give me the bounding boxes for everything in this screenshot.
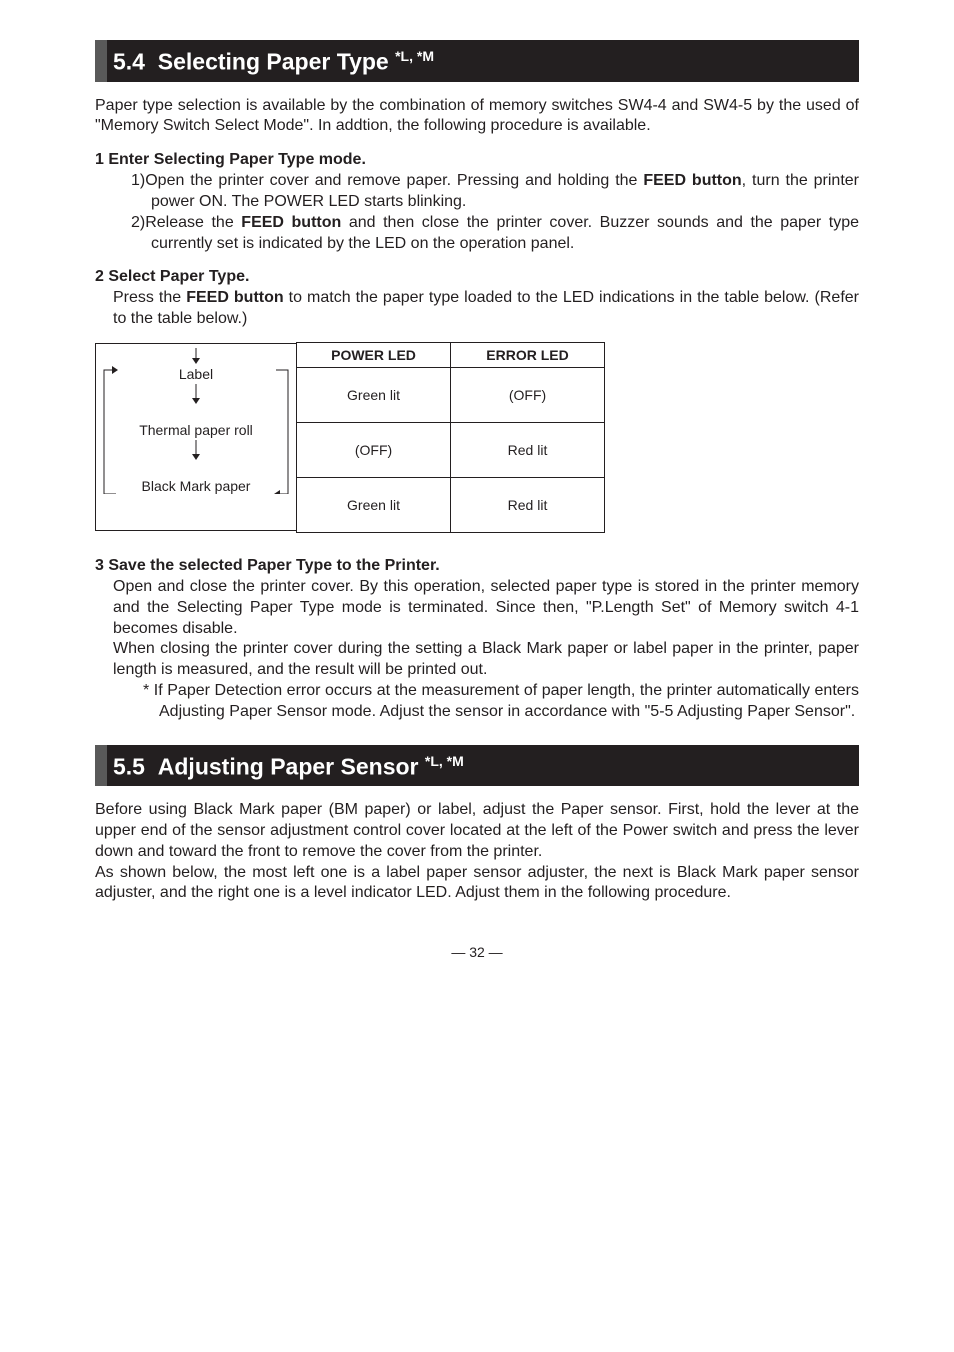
step1-title: 1 Enter Selecting Paper Type mode.: [95, 151, 859, 169]
flow-bm: Black Mark paper: [96, 478, 296, 494]
cell-r2-error: Red lit: [451, 423, 605, 478]
cell-r1-error: (OFF): [451, 368, 605, 423]
th-error: ERROR LED: [451, 343, 605, 368]
arrow-down-icon: [191, 440, 201, 460]
page-number: — 32 —: [95, 944, 859, 960]
step1-b-bold: FEED button: [241, 214, 341, 231]
step1-b-pre: 2)Release the: [131, 214, 241, 231]
step2-text: Press the FEED button to match the paper…: [95, 288, 859, 330]
step2-pre: Press the: [113, 289, 186, 306]
th-power: POWER LED: [297, 343, 451, 368]
step1-b: 2)Release the FEED button and then close…: [95, 213, 859, 255]
step1-a-bold: FEED button: [643, 172, 741, 189]
arrow-down-icon: [191, 384, 201, 404]
step3-p1: Open and close the printer cover. By thi…: [95, 577, 859, 639]
cell-r1-power: Green lit: [297, 368, 451, 423]
flow-thermal: Thermal paper roll: [96, 422, 296, 438]
led-table: Label Thermal paper roll Black Mark pape…: [95, 342, 605, 533]
heading-number: 5.5: [113, 753, 145, 779]
heading-sup: *L, *M: [425, 753, 464, 769]
step2-bold: FEED button: [186, 289, 283, 306]
section-heading-5-5: 5.5 Adjusting Paper Sensor *L, *M: [95, 745, 859, 787]
heading-title: Selecting Paper Type: [158, 49, 389, 75]
step3-title: 3 Save the selected Paper Type to the Pr…: [95, 557, 859, 575]
s55-p2: As shown below, the most left one is a l…: [95, 863, 859, 905]
s55-p1: Before using Black Mark paper (BM paper)…: [95, 800, 859, 862]
intro-5-4: Paper type selection is available by the…: [95, 96, 859, 138]
step1-a: 1)Open the printer cover and remove pape…: [95, 171, 859, 213]
arrow-down-icon: [191, 348, 201, 364]
cell-r3-power: Green lit: [297, 478, 451, 533]
type-flow-cell: Label Thermal paper roll Black Mark pape…: [95, 343, 297, 533]
flow-label: Label: [96, 366, 296, 382]
loop-right-icon: [272, 364, 290, 494]
heading-title: Adjusting Paper Sensor: [158, 753, 419, 779]
step3-p2: When closing the printer cover during th…: [95, 639, 859, 681]
cell-r2-power: (OFF): [297, 423, 451, 478]
section-heading-5-4: 5.4 Selecting Paper Type *L, *M: [95, 40, 859, 82]
step3-note: * If Paper Detection error occurs at the…: [95, 681, 859, 723]
step1-a-pre: 1)Open the printer cover and remove pape…: [131, 172, 643, 189]
heading-sup: *L, *M: [395, 48, 434, 64]
heading-number: 5.4: [113, 49, 145, 75]
loop-left-icon: [102, 364, 120, 494]
step2-title: 2 Select Paper Type.: [95, 268, 859, 286]
cell-r3-error: Red lit: [451, 478, 605, 533]
